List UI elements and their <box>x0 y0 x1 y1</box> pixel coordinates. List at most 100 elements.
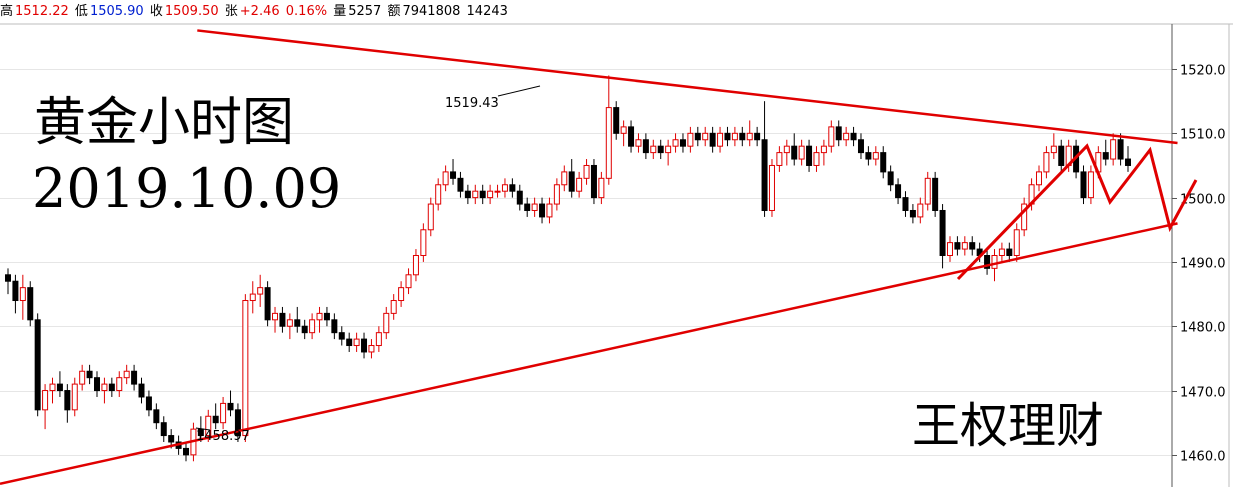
candle-body <box>754 132 761 141</box>
candle-body <box>1117 139 1124 160</box>
candle-body <box>205 415 212 437</box>
candle-body <box>19 287 26 302</box>
candle-body <box>576 177 583 192</box>
candle-body <box>249 293 256 302</box>
candle-body <box>338 332 345 340</box>
candle-body <box>946 242 953 256</box>
candle-body <box>776 152 783 166</box>
candle-body <box>1035 171 1042 186</box>
candle-body <box>1087 171 1094 199</box>
candle-body <box>850 132 857 141</box>
candle-body <box>1021 203 1028 231</box>
candle-body <box>1043 152 1050 173</box>
candle-body <box>323 312 330 321</box>
candle-body <box>746 132 753 141</box>
close-value: 1509.50 <box>164 4 219 19</box>
author-watermark: 王权理财 <box>912 398 1104 454</box>
amount-label: 额 <box>387 4 401 19</box>
low-annotation: 1458.97 <box>196 429 250 444</box>
candle-body <box>820 145 827 154</box>
candle-body <box>857 139 864 154</box>
projection-zigzag <box>956 143 1198 281</box>
candle-body <box>694 132 701 141</box>
candle-body <box>398 287 405 302</box>
trendline <box>197 29 1178 145</box>
candle-body <box>687 132 694 147</box>
candle-body <box>939 209 946 257</box>
candle-body <box>657 145 664 154</box>
candle-body <box>887 171 894 186</box>
candle-body <box>509 184 516 192</box>
volume-value: 5257 <box>348 4 382 19</box>
candle-body <box>917 203 924 218</box>
candle-body <box>1102 152 1109 160</box>
candle-body <box>353 338 360 347</box>
high-annotation: 1519.43 <box>445 96 499 111</box>
candle-body <box>620 126 627 134</box>
candle-body <box>272 312 279 321</box>
candle-body <box>932 177 939 211</box>
candle-body <box>183 447 190 456</box>
candle-body <box>739 132 746 141</box>
high-pointer <box>497 85 541 97</box>
candle-body <box>546 203 553 218</box>
candle-body <box>123 370 130 379</box>
candle-body <box>131 370 138 385</box>
candle-body <box>709 132 716 147</box>
candle-body <box>991 255 998 269</box>
candle-body <box>227 402 234 411</box>
candle-body <box>672 139 679 147</box>
candle-body <box>598 177 605 199</box>
candle-body <box>872 152 879 160</box>
amount-value: 7941808 <box>402 4 461 19</box>
candle-body <box>835 126 842 141</box>
volume-label: 量 <box>333 4 347 19</box>
candle-body <box>309 319 316 334</box>
candle-body <box>865 152 872 160</box>
candle-body <box>553 184 560 205</box>
candle-body <box>806 145 813 166</box>
y-tick-label: 1480.0 <box>1180 321 1226 336</box>
candle-body <box>301 325 308 334</box>
candle-body <box>895 184 902 199</box>
candle-body <box>42 390 49 411</box>
candle-body <box>909 209 916 218</box>
candle-body <box>813 152 820 166</box>
projection-lines <box>956 143 1198 281</box>
candle-body <box>361 338 368 353</box>
quote-bar: 高 1512.22 低 1505.90 收 1509.50 张 +2.46 0.16% … <box>0 0 1233 24</box>
candle-body <box>390 300 397 314</box>
change-pct-value: 0.16% <box>285 4 328 19</box>
candle-body <box>346 338 353 347</box>
candle-body <box>457 177 464 192</box>
candle-body <box>1050 145 1057 154</box>
candle-body <box>561 171 568 186</box>
candle-body <box>724 132 731 141</box>
candle-body <box>679 139 686 147</box>
close-label: 收 <box>149 4 163 19</box>
candle-body <box>1006 248 1013 256</box>
candle-body <box>494 190 501 193</box>
candle-body <box>961 242 968 250</box>
candle-body <box>1058 145 1065 166</box>
candle-body <box>984 255 991 269</box>
candle-body <box>524 203 531 211</box>
candle-body <box>279 312 286 327</box>
chart-title: 黄金小时图 <box>34 93 294 153</box>
candle-body <box>212 415 219 424</box>
candle-body <box>635 139 642 147</box>
change-label: 张 <box>224 4 238 19</box>
y-tick-label: 1490.0 <box>1180 257 1226 272</box>
candle-body <box>516 190 523 205</box>
candle-body <box>924 177 931 205</box>
candle-body <box>383 312 390 334</box>
candle-body <box>435 184 442 205</box>
candle-body <box>160 422 167 437</box>
candle-body <box>613 107 620 134</box>
candle-body <box>969 242 976 250</box>
low-label: 低 <box>74 4 88 19</box>
candle-body <box>168 435 175 443</box>
candle-body <box>242 300 249 437</box>
candle-body <box>650 145 657 154</box>
